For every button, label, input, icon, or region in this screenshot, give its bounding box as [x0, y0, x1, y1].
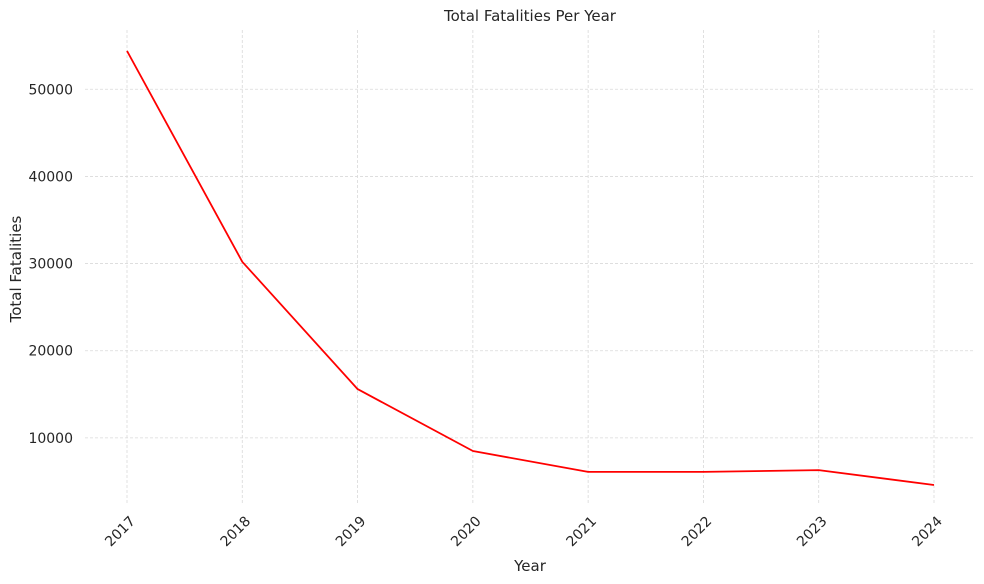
y-tick-label: 40000: [28, 169, 73, 185]
y-tick-label: 50000: [28, 82, 73, 98]
x-tick-label: 2023: [794, 514, 831, 551]
chart-title: Total Fatalities Per Year: [443, 7, 617, 25]
x-tick-label: 2018: [218, 514, 255, 551]
x-tick-label: 2020: [448, 514, 485, 551]
x-tick-label: 2024: [909, 513, 946, 550]
series-layer: [126, 50, 935, 486]
y-tick-label: 30000: [28, 257, 73, 273]
y-tick-label: 20000: [28, 344, 73, 360]
x-axis-ticks: 2017 2018 2019 2020 2021 2022 2023 2024: [102, 513, 946, 550]
x-tick-label: 2022: [679, 514, 716, 551]
y-axis-label: Total Fatalities: [7, 215, 25, 323]
grid: [85, 30, 974, 505]
series-line: [126, 50, 935, 486]
x-axis-label: Year: [513, 557, 547, 575]
x-tick-label: 2019: [333, 514, 370, 551]
y-tick-label: 10000: [28, 431, 73, 447]
x-tick-label: 2017: [102, 514, 139, 551]
x-tick-label: 2021: [563, 514, 600, 551]
y-axis-ticks: 10000 20000 30000 40000 50000: [28, 82, 73, 447]
